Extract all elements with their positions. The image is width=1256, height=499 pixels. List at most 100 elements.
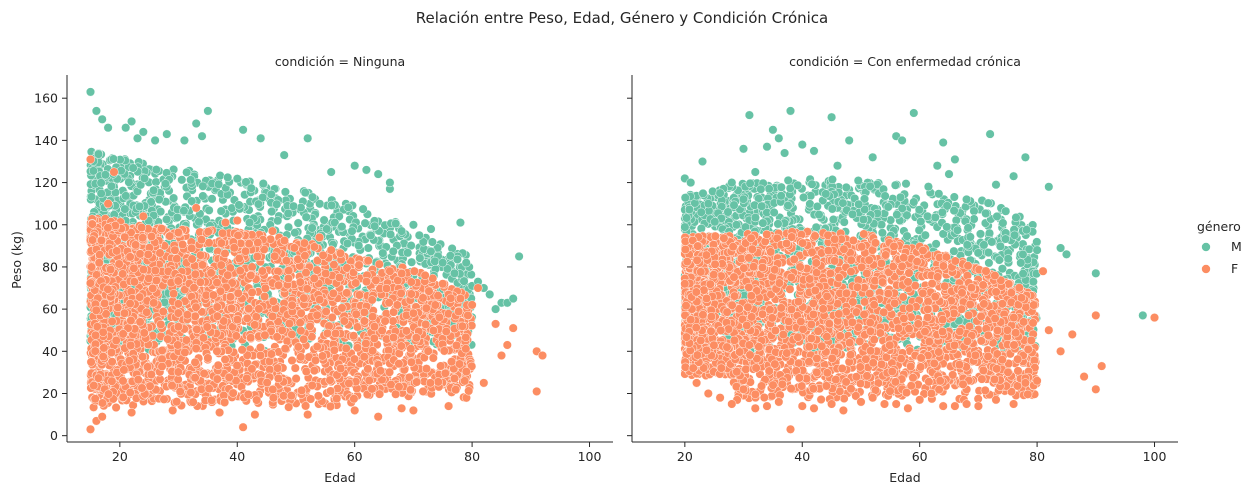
point-f [258,267,267,276]
y-tick-label: 140 [34,133,58,148]
point-f [136,250,145,259]
point-f [135,293,144,302]
point-m [450,269,459,278]
point-f [243,314,252,323]
point-f [332,394,341,403]
point-m [397,227,406,236]
point-f [214,361,223,370]
point-f [284,274,293,283]
point-f [331,329,340,338]
point-f [178,240,187,249]
point-m [344,203,353,212]
point-m [272,200,281,209]
point-f [152,276,161,285]
point-f [138,234,147,243]
point-f [280,236,289,245]
point-m [343,239,352,248]
point-m [198,132,207,141]
point-f [429,326,438,335]
point-f [260,292,269,301]
point-f [203,323,212,332]
point-f [189,398,198,407]
point-f [121,233,130,242]
point-f [288,330,297,339]
point-f [224,271,233,280]
point-f [148,284,157,293]
point-f [92,306,101,315]
point-f [407,278,416,287]
point-f [426,379,435,388]
point-f [108,377,117,386]
x-tick-label: 100 [578,449,602,464]
point-f [193,325,202,334]
point-f [385,368,394,377]
point-f [285,319,294,328]
point-m [169,194,178,203]
point-f [151,266,160,275]
point-f [407,345,416,354]
point-m [902,179,911,188]
point-f [144,250,153,259]
point-m [245,218,254,227]
point-f [229,389,238,398]
point-m [267,190,276,199]
point-f [248,288,257,297]
point-f [104,285,113,294]
point-f [365,376,374,385]
point-m [173,213,182,222]
point-m [129,164,138,173]
point-f [108,358,117,367]
point-f [434,378,443,387]
point-f [171,246,180,255]
point-f [120,309,129,318]
point-f [239,423,248,432]
point-f [330,346,339,355]
point-f [197,385,206,394]
point-m [427,247,436,256]
point-f [389,317,398,326]
point-m [98,115,107,124]
point-f [462,345,471,354]
point-f [306,395,315,404]
point-f [252,313,261,322]
panel-title-ninguna: condición = Ninguna [275,54,405,69]
point-f [326,402,335,411]
point-f [99,352,108,361]
point-f [442,327,451,336]
point-m [214,180,223,189]
point-f [284,266,293,275]
point-f [303,285,312,294]
point-f [245,239,254,248]
x-tick-label: 40 [229,449,245,464]
point-f [424,347,433,356]
point-m [428,238,437,247]
point-m [976,230,985,239]
y-tick-label: 120 [34,175,58,190]
point-f [355,261,364,270]
point-f [107,348,116,357]
point-f [382,284,391,293]
point-m [256,134,265,143]
point-f [143,363,152,372]
point-f [263,378,272,387]
point-m [87,193,96,202]
point-f [474,284,483,293]
point-f [137,223,146,232]
point-f [172,397,181,406]
point-f [158,362,167,371]
point-f [425,287,434,296]
point-m [161,180,170,189]
point-m [204,107,213,116]
point-f [419,294,428,303]
point-m [163,130,172,139]
point-f [287,391,296,400]
point-f [407,358,416,367]
point-m [239,126,248,135]
point-m [379,249,388,258]
point-m [162,215,171,224]
point-f [207,269,216,278]
point-f [252,396,261,405]
point-f [91,331,100,340]
